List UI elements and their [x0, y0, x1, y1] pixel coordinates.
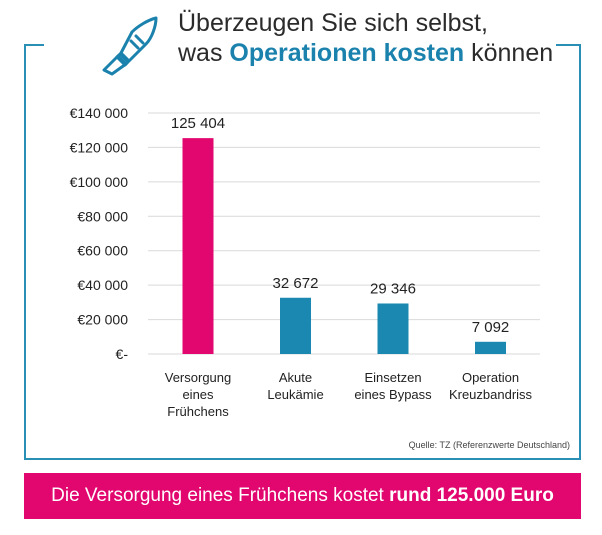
chart-frame	[24, 44, 581, 460]
scalpel-icon	[102, 16, 158, 76]
data-label: 7 092	[472, 319, 510, 336]
y-tick-label: €140 000	[70, 105, 129, 121]
title-suffix: können	[464, 39, 554, 67]
source-note: Quelle: TZ (Referenzwerte Deutschland)	[408, 440, 570, 450]
y-tick-label: €60 000	[77, 243, 128, 259]
x-tick-label: eines	[182, 387, 214, 402]
title-prefix: was	[178, 39, 230, 67]
x-tick-label: Kreuzbandriss	[449, 387, 533, 402]
x-tick-label: Akute	[279, 370, 312, 385]
bar	[475, 341, 506, 354]
banner-text: Die Versorgung eines Frühchens kostet	[51, 485, 390, 506]
y-tick-label: €20 000	[77, 312, 128, 328]
y-tick-label: €80 000	[77, 208, 128, 224]
banner-highlight: rund 125.000 Euro	[389, 485, 554, 506]
x-tick-label: eines Bypass	[354, 387, 432, 402]
x-tick-label: Frühchens	[167, 404, 229, 419]
y-tick-label: €40 000	[77, 277, 128, 293]
x-tick-label: Einsetzen	[364, 370, 421, 385]
data-label: 29 346	[370, 280, 416, 297]
data-label: 32 672	[273, 275, 319, 292]
y-tick-label: €120 000	[70, 139, 129, 155]
x-tick-label: Leukämie	[267, 387, 323, 402]
bar	[182, 138, 214, 354]
data-label: 125 404	[171, 115, 225, 132]
bar	[280, 297, 311, 354]
title-line-1: Überzeugen Sie sich selbst,	[178, 9, 488, 37]
title-line-2: was Operationen kosten können	[178, 38, 578, 68]
bar	[377, 303, 409, 354]
title-highlight: Operationen kosten	[229, 39, 465, 67]
x-tick-label: Versorgung	[165, 370, 232, 385]
chart-title: Überzeugen Sie sich selbst, was Operatio…	[178, 8, 578, 68]
y-tick-label: €-	[116, 346, 129, 362]
y-tick-label: €100 000	[70, 174, 129, 190]
summary-banner: Die Versorgung eines Frühchens kostet ru…	[24, 473, 581, 519]
x-tick-label: Operation	[462, 370, 519, 385]
